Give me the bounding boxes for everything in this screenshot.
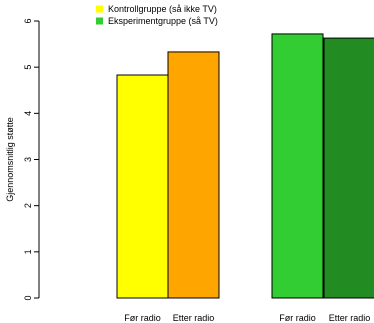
y-axis: 0 1 2 3 4 5 6: [23, 18, 40, 301]
bar: [271, 33, 324, 299]
legend: Kontrollgruppe (så ikke TV) Eksperimentgr…: [96, 4, 218, 26]
bar: [323, 37, 374, 299]
y-axis-title: Gjennomsnitlig støtte: [5, 117, 15, 202]
legend-swatch: [96, 17, 103, 25]
y-tick-label: 1: [23, 249, 33, 254]
x-tick-labels: Før radio Etter radio Før radio Etter radio: [124, 313, 370, 323]
bar: [116, 74, 169, 299]
y-tick-label: 5: [23, 65, 33, 70]
x-tick-label: Før radio: [279, 313, 316, 323]
legend-label: Kontrollgruppe (så ikke TV): [108, 4, 217, 14]
y-tick-label: 2: [23, 203, 33, 208]
x-tick-label: Før radio: [124, 313, 161, 323]
bar: [167, 51, 220, 299]
legend-label: Eksperimentgruppe (så TV): [108, 16, 218, 26]
bars: [116, 33, 374, 299]
y-tick-label: 0: [23, 295, 33, 300]
x-tick-label: Etter radio: [329, 313, 371, 323]
y-tick-label: 4: [23, 111, 33, 116]
y-tick-label: 6: [23, 18, 33, 23]
legend-swatch: [96, 5, 103, 13]
x-tick-label: Etter radio: [173, 313, 215, 323]
y-tick-label: 3: [23, 157, 33, 162]
